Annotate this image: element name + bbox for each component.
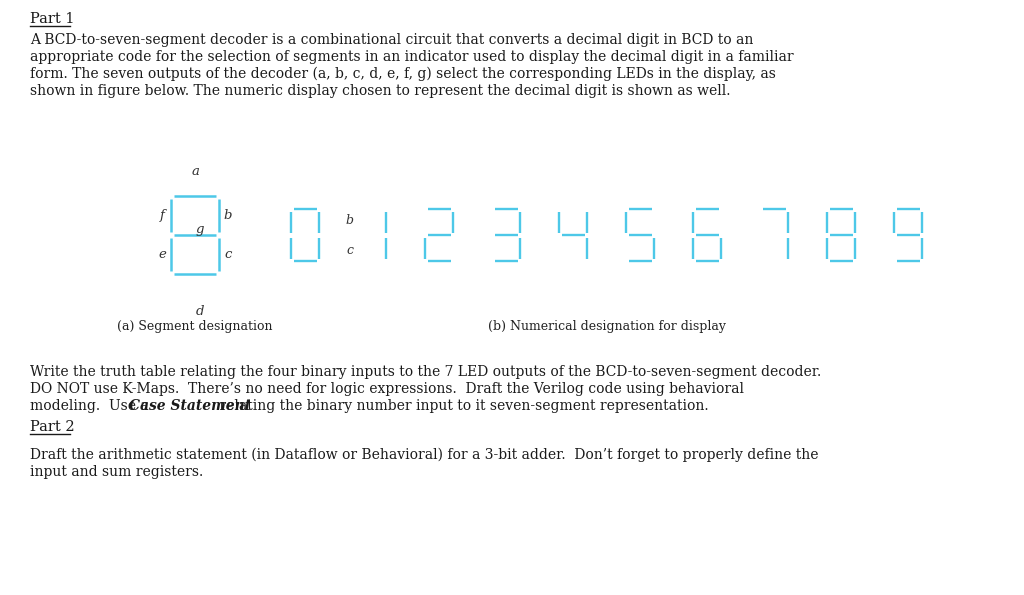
Text: g: g xyxy=(196,223,204,236)
Text: Case Statement: Case Statement xyxy=(129,399,252,413)
Text: input and sum registers.: input and sum registers. xyxy=(30,465,203,479)
Text: relating the binary number input to it seven-segment representation.: relating the binary number input to it s… xyxy=(215,399,709,413)
Text: b: b xyxy=(345,214,353,227)
Text: c: c xyxy=(346,243,353,256)
Text: e: e xyxy=(158,248,166,261)
Text: Draft the arithmetic statement (in Dataflow or Behavioral) for a 3-bit adder.  D: Draft the arithmetic statement (in Dataf… xyxy=(30,448,818,462)
Text: c: c xyxy=(224,248,231,261)
Text: Write the truth table relating the four binary inputs to the 7 LED outputs of th: Write the truth table relating the four … xyxy=(30,365,821,379)
Text: DO NOT use K-Maps.  There’s no need for logic expressions.  Draft the Verilog co: DO NOT use K-Maps. There’s no need for l… xyxy=(30,382,744,396)
Text: a: a xyxy=(191,165,199,178)
Text: b: b xyxy=(224,209,232,222)
Text: (a) Segment designation: (a) Segment designation xyxy=(118,320,272,333)
Text: Part 2: Part 2 xyxy=(30,420,75,434)
Text: shown in figure below. The numeric display chosen to represent the decimal digit: shown in figure below. The numeric displ… xyxy=(30,84,730,98)
Text: d: d xyxy=(196,305,204,318)
Text: form. The seven outputs of the decoder (a, b, c, d, e, f, g) select the correspo: form. The seven outputs of the decoder (… xyxy=(30,67,776,82)
Text: (b) Numerical designation for display: (b) Numerical designation for display xyxy=(487,320,725,333)
Text: appropriate code for the selection of segments in an indicator used to display t: appropriate code for the selection of se… xyxy=(30,50,794,64)
Text: Part 1: Part 1 xyxy=(30,12,75,26)
Text: modeling.  Use a: modeling. Use a xyxy=(30,399,154,413)
Text: f: f xyxy=(160,209,165,222)
Text: A BCD-to-seven-segment decoder is a combinational circuit that converts a decima: A BCD-to-seven-segment decoder is a comb… xyxy=(30,33,754,47)
